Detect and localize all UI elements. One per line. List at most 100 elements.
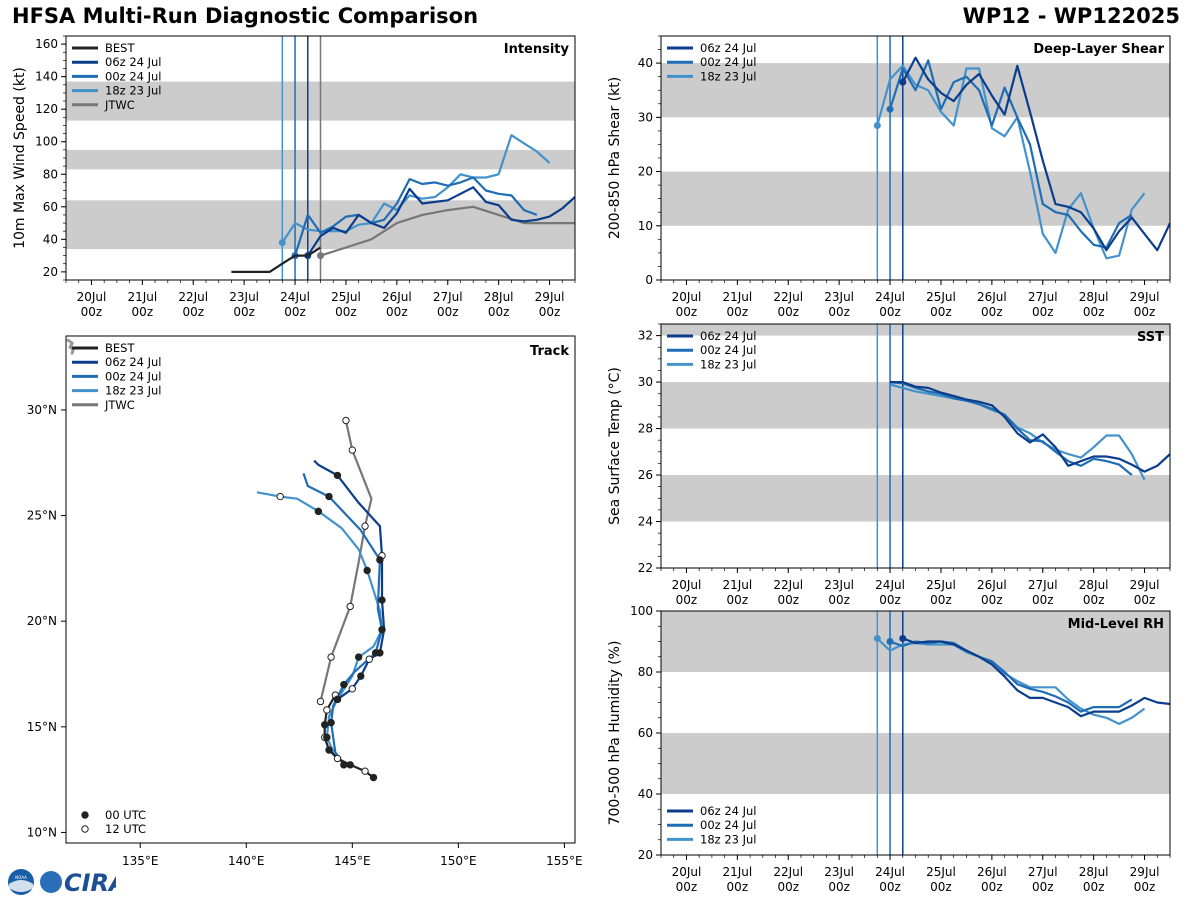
sst-ytick-label: 30 [638,375,653,389]
shear-xtick-label: 00z [777,305,799,319]
intensity-xtick-label: 00z [437,305,459,319]
sst-series-line [889,381,1133,476]
rh-ytick-label: 80 [638,665,653,679]
sst-ytick-label: 32 [638,329,653,343]
intensity-series-line [231,246,322,273]
shear-xtick-label: 00z [1032,305,1054,319]
intensity-xtick-label: 20Jul [77,290,107,304]
sst-title: SST [1137,330,1164,345]
noaa-badge-text: NOAA [15,875,27,880]
intensity-xtick-label: 24Jul [280,290,310,304]
track-point-00utc [376,556,384,564]
shear-xtick-label: 25Jul [926,290,956,304]
track-point-00utc [333,695,342,704]
sst-ytick-label: 26 [638,468,653,482]
intensity-xtick-label: 00z [386,305,408,319]
intensity-title: Intensity [504,42,570,57]
track-marker-legend-icon [81,811,89,819]
sst-xtick-label: 22Jul [773,578,803,592]
track-point-12utc [316,697,325,706]
shear-xtick-label: 00z [930,305,952,319]
panel-shear: 01020304020Jul00z21Jul00z22Jul00z23Jul00… [607,35,1171,319]
intensity-series-line [294,176,538,256]
shear-xtick-label: 22Jul [773,290,803,304]
shear-xtick-label: 00z [879,305,901,319]
shear-legend-label: 18z 23 Jul [700,69,757,83]
track-lon-label: 155°E [546,854,583,868]
intensity-ytick-label: 60 [43,200,58,214]
sst-plot-area [661,324,1170,568]
track-lat-label: 30°N [27,403,57,417]
rh-xtick-label: 27Jul [1028,865,1058,879]
intensity-init-point [278,239,286,247]
rh-xtick-label: 00z [727,880,749,894]
rh-xtick-label: 00z [1032,880,1054,894]
rh-band [661,733,1170,794]
track-point-00utc [357,672,365,680]
track-point-12utc [333,754,342,763]
sst-xtick-label: 21Jul [722,578,752,592]
sst-xtick-label: 27Jul [1028,578,1058,592]
sst-xtick-label: 25Jul [926,578,956,592]
land-outline [66,338,75,355]
sst-band [661,475,1170,522]
shear-band [661,171,1170,226]
sst-xtick-label: 00z [1134,593,1156,607]
rh-xtick-label: 00z [930,880,952,894]
track-point-12utc [327,653,335,661]
track-legend-label: 18z 23 Jul [105,384,162,398]
track-marker-legend-icon [81,825,89,833]
rh-series-line [902,637,1170,718]
page-title: HFSA Multi-Run Diagnostic Comparison [12,4,479,28]
track-lat-label: 25°N [27,509,57,523]
shear-init-point [873,121,881,129]
sst-series-line [890,381,1170,473]
sst-xtick-label: 00z [676,593,698,607]
shear-ytick-label: 0 [645,273,653,287]
shear-init-point [899,78,907,86]
track-point-12utc [365,655,373,663]
track-point-12utc [323,706,331,714]
rh-title: Mid-Level RH [1068,617,1164,632]
track-point-00utc [325,492,333,501]
rh-ytick-label: 20 [638,848,653,862]
shear-xtick-label: 21Jul [722,290,752,304]
track-point-00utc [314,507,323,516]
track-lon-label: 135°E [122,854,159,868]
sst-ytick-label: 24 [638,515,653,529]
shear-init-point [886,105,894,113]
track-point-00utc [321,721,329,729]
intensity-xtick-label: 00z [182,305,204,319]
rh-xtick-label: 20Jul [672,865,702,879]
sst-ytick-label: 22 [638,561,653,575]
rh-xtick-label: 22Jul [773,865,803,879]
rh-xtick-label: 00z [981,880,1003,894]
rh-ylabel: 700-500 hPa Humidity (%) [607,641,623,826]
shear-xtick-label: 20Jul [672,290,702,304]
rh-init-point [886,638,894,645]
sst-xtick-label: 00z [727,593,749,607]
panel-rh: 2040608010020Jul00z21Jul00z22Jul00z23Jul… [607,604,1171,894]
intensity-xtick-label: 00z [233,305,255,319]
rh-xtick-label: 00z [1134,880,1156,894]
shear-xtick-label: 00z [981,305,1003,319]
intensity-legend-label: BEST [105,41,135,55]
sst-legend-label: 00z 24 Jul [700,343,757,357]
sst-band [661,382,1170,429]
intensity-ytick-label: 120 [35,102,58,116]
shear-plot-area [661,36,1170,280]
track-lat-label: 10°N [27,825,57,839]
track-title: Track [530,344,569,359]
rh-ytick-label: 100 [630,604,653,618]
panel-track: 135°E 140°E 145°E 150°E 155°E 10°N 15°N 20°N 25°… [27,335,583,868]
track-point-00utc [354,653,363,661]
track-lat-label: 20°N [27,614,57,628]
sst-ytick-label: 28 [638,422,653,436]
track-legend-label: 06z 24 Jul [105,355,162,369]
sst-xtick-label: 00z [828,593,850,607]
panel-sst: 22242628303220Jul00z21Jul00z22Jul00z23Ju… [607,323,1171,607]
track-lat-label: 15°N [27,720,57,734]
track-point-00utc [346,761,354,769]
track-point-00utc [340,680,348,689]
